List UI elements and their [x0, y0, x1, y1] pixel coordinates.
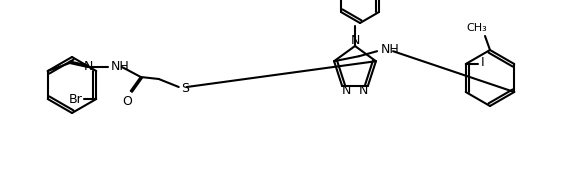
- Text: NH: NH: [111, 59, 129, 72]
- Text: N: N: [84, 59, 93, 72]
- Text: Br: Br: [68, 92, 82, 106]
- Text: N: N: [359, 84, 368, 97]
- Text: CH₃: CH₃: [466, 23, 487, 33]
- Text: N: N: [350, 33, 360, 46]
- Text: O: O: [122, 95, 132, 108]
- Text: I: I: [481, 57, 484, 70]
- Text: S: S: [181, 83, 189, 96]
- Text: N: N: [342, 84, 351, 97]
- Text: NH: NH: [381, 43, 400, 56]
